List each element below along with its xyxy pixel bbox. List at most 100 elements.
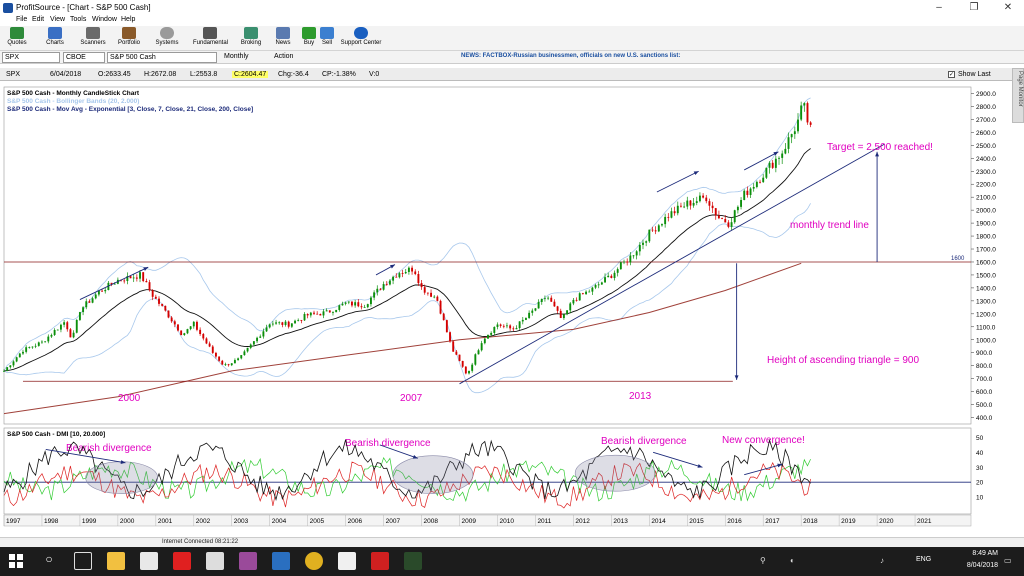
calculator-icon[interactable] [206,552,224,570]
news-button[interactable]: News [266,27,300,50]
candle-body [778,157,780,159]
candle-body [800,105,803,120]
candle-body [667,216,670,218]
menu-edit[interactable]: Edit [32,16,45,23]
dmi-arrow-1-head [120,460,126,464]
candle-body [322,311,325,316]
new-convergence-annotation: New convergence! [722,435,805,446]
close-button[interactable]: ✕ [1003,2,1013,13]
minimize-button[interactable]: – [936,2,942,13]
period-dropdown[interactable]: Monthly [224,53,249,60]
candle-body [483,338,486,344]
menu-tools[interactable]: Tools [70,16,87,23]
notifications-icon[interactable]: ▭ [1004,556,1012,565]
exchange-select[interactable]: CBOE [63,52,105,63]
candle-body [75,319,78,333]
start-button[interactable] [8,553,24,569]
x-tick-label: 2005 [310,518,325,525]
level-label: 1600 [951,256,965,262]
notepad-icon[interactable] [338,552,356,570]
bearish-divergence-2: Bearish divergence [345,438,431,449]
fundamental-icon [203,27,217,39]
news-ticker[interactable]: NEWS: FACTBOX-Russian businessmen, offic… [461,53,681,59]
candle-body [771,162,774,168]
candle-body [537,301,540,309]
network-icon[interactable]: ◐ [790,556,795,565]
people-icon[interactable]: ⚲ [760,556,766,565]
candle-body [363,307,366,308]
y-tick-label: 2200.0 [976,182,996,189]
mail-icon[interactable] [140,552,158,570]
candle-body [395,276,398,278]
candle-body [199,329,202,334]
candle-body [664,216,667,225]
fundamental-button[interactable]: Fundamental [193,27,228,50]
task-view-icon[interactable] [74,552,92,570]
candle-body [319,313,322,316]
candle-body [711,205,714,209]
menu-view[interactable]: View [50,16,66,23]
menu-help[interactable]: Help [121,16,136,23]
candle-body [439,300,442,314]
profitsource-icon[interactable] [371,552,389,570]
quotes-button[interactable]: Quotes [0,27,34,50]
candle-body [721,218,724,220]
symbol-input[interactable]: SPX [2,52,60,63]
chrome-icon[interactable] [305,552,323,570]
x-tick-label: 2021 [917,518,932,525]
price-chart[interactable]: 400.0 500.0 600.0 700.0 800.0 900.0 1000.0 1100… [0,82,1024,537]
candle-body [328,310,331,313]
dmi-tick-label: 50 [976,435,984,442]
candle-body [82,307,85,313]
candle-body [37,342,40,346]
paint-icon[interactable] [239,552,257,570]
y-tick-label: 800.0 [976,363,993,370]
candle-body [221,360,224,365]
action-dropdown[interactable]: Action [274,53,294,60]
legend-bollinger: S&P 500 Cash - Bollinger Bands (20, 2.00… [7,98,139,105]
portfolio-button[interactable]: Portfolio [112,27,146,50]
support-center-button[interactable]: Support Center [340,27,382,50]
maximize-button[interactable]: ❐ [969,2,979,13]
candle-body [230,363,233,366]
menu-window[interactable]: Window [92,16,117,23]
kogan-icon[interactable] [173,552,191,570]
candle-body [354,302,357,306]
charts-button[interactable]: Charts [38,27,72,50]
candle-body [562,314,565,319]
candle-body [569,303,572,311]
scanners-button[interactable]: Scanners [76,27,110,50]
dmi-minus-line [3,461,811,509]
clock-date[interactable]: 8/04/2018 [966,562,998,569]
buy-button[interactable]: Buy [292,27,326,50]
triangle-height-annotation: Height of ascending triangle = 900 [767,355,919,366]
menu-file[interactable]: File [16,16,28,23]
security-icon[interactable] [272,552,290,570]
file-explorer-icon[interactable] [107,552,125,570]
year-2000-annotation: 2000 [118,393,141,404]
candle-body [651,229,654,231]
candle-body [202,333,205,339]
candle-body [683,206,686,208]
search-icon[interactable]: ○ [45,552,53,566]
show-last-checkbox[interactable]: ✓ [948,71,955,78]
app-go-icon[interactable] [404,552,422,570]
show-last-label: Show Last [958,71,991,78]
clock-time[interactable]: 8:49 AM [972,550,998,557]
language-indicator[interactable]: ENG [916,556,932,563]
volume-icon[interactable]: ♪ [880,556,884,565]
y-tick-label: 1500.0 [976,272,996,279]
candle-body [63,322,66,325]
quote-close: C:2604.47 [232,71,269,78]
candle-body [243,351,246,356]
candle-body [173,321,176,325]
sell-button[interactable]: Sell [310,27,344,50]
security-name-field[interactable]: S&P 500 Cash [107,52,217,63]
systems-button[interactable]: Systems [150,27,184,50]
up-arrow-2017-head [773,151,779,156]
broking-button[interactable]: Broking [234,27,268,50]
candle-body [550,297,553,302]
dmi-arrow-2 [379,444,418,459]
candle-body [502,325,505,327]
candle-body [645,241,648,243]
